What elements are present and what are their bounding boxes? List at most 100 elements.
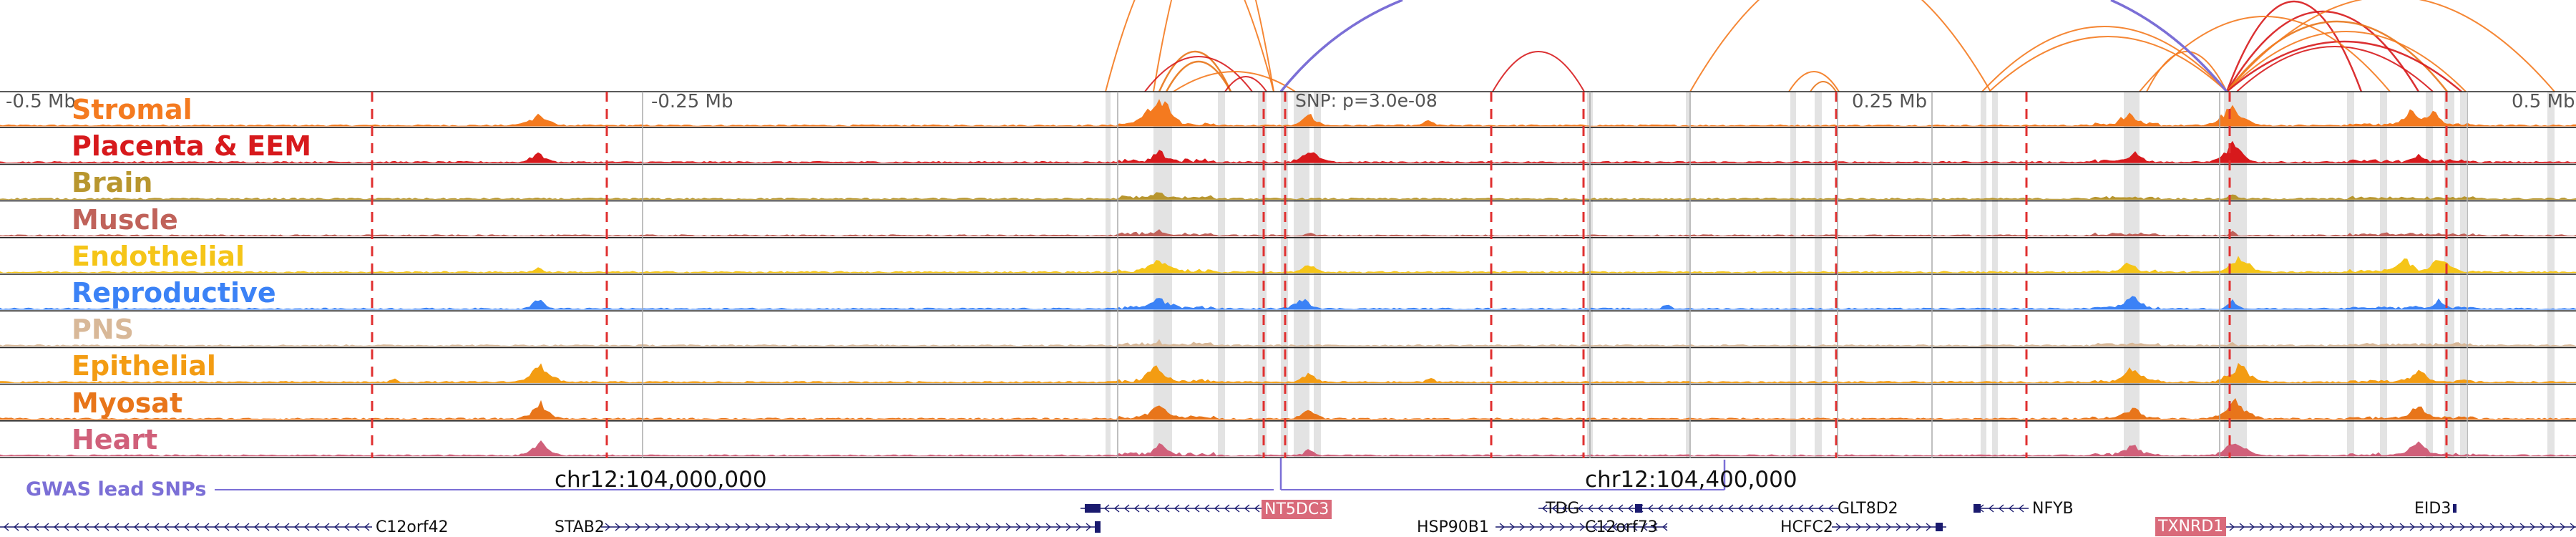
interaction-arc	[2226, 40, 2462, 92]
strand-arrow	[945, 523, 952, 531]
strand-arrow	[1561, 504, 1568, 513]
strand-arrow	[685, 523, 691, 531]
strand-arrow	[2319, 523, 2326, 531]
interaction-arc	[1144, 56, 1253, 92]
track-heart	[0, 440, 2576, 458]
interaction-arcs	[1105, 0, 2555, 93]
track-muscle	[0, 229, 2576, 238]
strand-arrow	[283, 523, 290, 531]
strand-arrow	[1085, 523, 1092, 531]
signal-area	[0, 229, 2576, 237]
strand-arrow	[865, 523, 872, 531]
strand-arrow	[173, 523, 180, 531]
strand-arrow	[965, 523, 972, 531]
interaction-arc	[2225, 1, 2363, 92]
strand-arrow	[1601, 523, 1608, 531]
strand-arrow	[775, 523, 781, 531]
strand-arrow	[243, 523, 250, 531]
strand-arrow	[1184, 504, 1190, 513]
strand-arrow	[1767, 504, 1774, 513]
strand-arrow	[895, 523, 902, 531]
strand-arrow	[2008, 504, 2014, 513]
highlight-band	[2460, 92, 2466, 458]
strand-arrow	[985, 523, 992, 531]
strand-arrow	[2339, 523, 2346, 531]
strand-arrow	[1045, 523, 1052, 531]
signal-area	[0, 397, 2576, 420]
exon	[1095, 521, 1101, 533]
strand-arrow	[1055, 523, 1062, 531]
strand-arrow	[1667, 504, 1674, 513]
gene-model-tdg	[1538, 504, 1574, 513]
interaction-arc	[1788, 71, 1840, 92]
strand-arrow	[3, 523, 9, 531]
strand-arrow	[875, 523, 882, 531]
track-placenta-eem	[0, 140, 2576, 165]
strand-arrow	[1065, 523, 1072, 531]
strand-arrow	[2018, 504, 2024, 513]
gwas-snp-markers	[215, 458, 1726, 490]
strand-arrow	[1677, 504, 1684, 513]
strand-arrow	[2409, 523, 2416, 531]
strand-arrow	[1855, 523, 1862, 531]
strand-arrow	[905, 523, 912, 531]
strand-arrow	[13, 523, 19, 531]
track-reproductive	[0, 296, 2576, 312]
strand-arrow	[223, 523, 230, 531]
strand-arrow	[2499, 523, 2506, 531]
strand-arrow	[2259, 523, 2265, 531]
strand-arrow	[915, 523, 922, 531]
strand-arrow	[313, 523, 320, 531]
strand-arrow	[1747, 504, 1754, 513]
strand-arrow	[1631, 523, 1638, 531]
strand-arrow	[1828, 504, 1834, 513]
interaction-arc	[1689, 0, 1991, 92]
gene-model-hsp90b1	[1496, 523, 1589, 531]
strand-arrow	[1617, 504, 1624, 513]
gene-model-nfyb	[1975, 504, 2029, 513]
strand-arrow	[83, 523, 89, 531]
strand-arrow	[1103, 504, 1110, 513]
signal-area	[0, 339, 2576, 347]
highlight-band	[1106, 92, 1111, 458]
strand-arrow	[2439, 523, 2446, 531]
strand-arrow	[2269, 523, 2275, 531]
strand-arrow	[885, 523, 892, 531]
strand-arrow	[263, 523, 270, 531]
signal-area	[0, 140, 2576, 163]
highlight-band	[1314, 92, 1321, 458]
strand-arrow	[1998, 504, 2004, 513]
interaction-arc	[2226, 31, 2467, 92]
exon	[1635, 504, 1642, 513]
strand-arrow	[1153, 504, 1160, 513]
strand-arrow	[975, 523, 982, 531]
track-epithelial	[0, 362, 2576, 385]
interaction-arc	[1158, 50, 1232, 92]
strand-arrow	[1224, 504, 1230, 513]
strand-arrow	[1896, 523, 1902, 531]
highlight-band	[1815, 92, 1822, 458]
strand-arrow	[23, 523, 29, 531]
strand-arrow	[2489, 523, 2496, 531]
strand-arrow	[1916, 523, 1922, 531]
strand-arrow	[625, 523, 631, 531]
strand-arrow	[815, 523, 821, 531]
strand-arrow	[1204, 504, 1210, 513]
highlight-band	[2426, 92, 2433, 458]
interaction-arc	[1173, 71, 1296, 92]
strand-arrow	[2389, 523, 2396, 531]
track-stromal	[0, 99, 2576, 128]
interaction-arc	[1989, 36, 2228, 92]
strand-arrow	[1727, 504, 1734, 513]
strand-arrow	[1707, 504, 1714, 513]
track-myosat	[0, 397, 2576, 422]
strand-arrow	[1075, 523, 1082, 531]
gene-model-c12orf73	[1589, 523, 1668, 531]
highlight-band	[1294, 92, 1309, 458]
strand-arrow	[1757, 504, 1764, 513]
strand-arrow	[2560, 523, 2566, 531]
strand-arrow	[675, 523, 681, 531]
strand-arrow	[925, 523, 932, 531]
strand-arrow	[655, 523, 661, 531]
